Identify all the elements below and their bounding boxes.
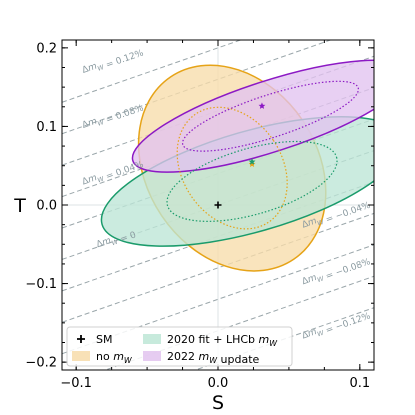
- legend-sm-marker: [77, 335, 85, 343]
- legend-label: no mW: [96, 350, 133, 365]
- legend-swatch: [143, 351, 161, 361]
- legend-swatch: [143, 334, 161, 344]
- mw-line: [103, 275, 374, 370]
- legend-swatch: [72, 351, 90, 361]
- y-axis-title: T: [13, 195, 26, 217]
- legend-label: SM: [96, 333, 112, 346]
- best-fit-star-1: [248, 158, 256, 165]
- legend-label: 2020 fit + LHCb mW: [167, 333, 278, 348]
- ellipse-outer-2: [131, 59, 374, 173]
- ellipse-inner-1: [166, 140, 338, 222]
- y-tick-label: 0.2: [36, 41, 57, 56]
- best-fit-markers: [214, 102, 266, 209]
- y-tick-label: 0.1: [36, 120, 57, 135]
- best-fit-star-2: [258, 102, 266, 109]
- ellipse-inner-0: [176, 106, 288, 230]
- x-axis-title: S: [212, 392, 224, 414]
- best-fit-star-0: [248, 160, 256, 168]
- mw-line: [193, 307, 374, 370]
- confidence-ellipses: [100, 59, 374, 272]
- legend-label: 2022 mW update: [167, 350, 260, 366]
- y-tick-label: −0.1: [25, 277, 57, 292]
- sm-point-marker: [214, 201, 222, 209]
- mw-line: [62, 40, 333, 135]
- y-tick-label: 0.0: [36, 199, 57, 214]
- x-tick-label: 0.1: [349, 376, 370, 391]
- mw-line: [62, 244, 374, 355]
- legend: SM 2020 fit + LHCb mW no mW 2022 mW update: [66, 326, 293, 367]
- legend-box: [66, 326, 293, 367]
- x-tick-label: −0.1: [60, 376, 92, 391]
- y-tick-label: −0.2: [25, 356, 57, 371]
- mw-line: [62, 212, 374, 323]
- x-tick-label: 0.0: [208, 376, 229, 391]
- axis-ticks: −0.1 0.0 0.1−0.2−0.10.00.10.2: [25, 40, 374, 391]
